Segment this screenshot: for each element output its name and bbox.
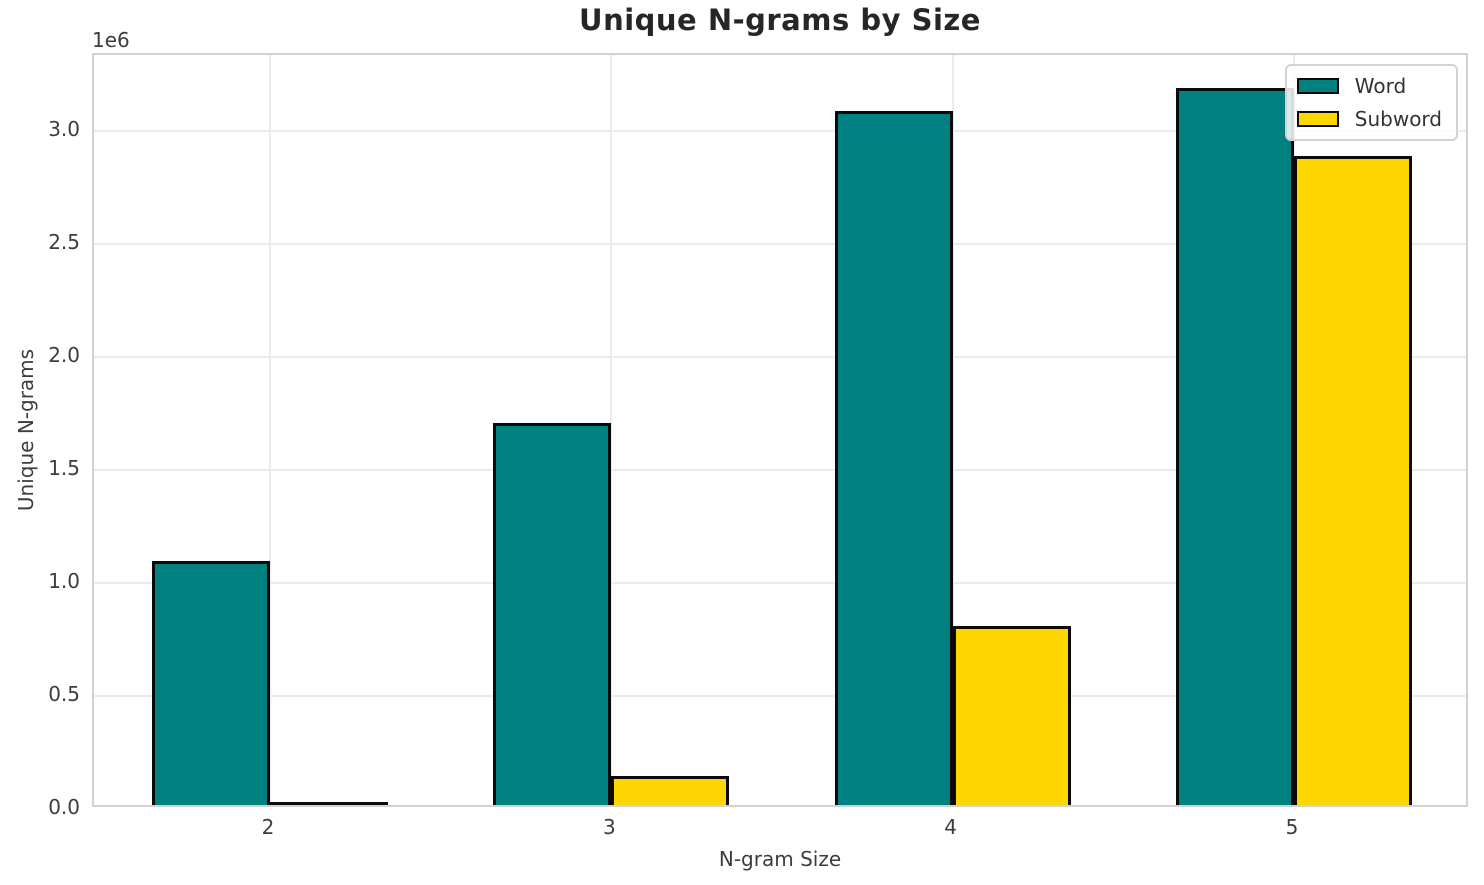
legend-row-word: Word [1296,74,1442,98]
v-gridline [269,55,271,805]
legend-label-word: Word [1354,74,1407,98]
x-axis-label: N-gram Size [718,847,842,871]
bar-subword-4 [952,626,1071,805]
plot-area: Word Subword [92,53,1468,807]
x-tick-label: 4 [944,815,958,839]
y-axis-label: Unique N-grams [14,348,38,512]
bar-word-2 [152,560,270,805]
chart-title: Unique N-grams by Size [579,3,981,37]
bar-word-3 [493,422,612,805]
h-gridline [94,242,1466,245]
x-tick-label: 3 [602,815,616,839]
h-gridline [94,694,1466,697]
bar-subword-3 [611,775,730,805]
y-tick-label: 2.0 [48,342,80,367]
legend-swatch-word [1296,78,1339,94]
h-gridline [94,129,1466,132]
bar-subword-5 [1294,156,1412,805]
y-tick-label: 1.0 [48,568,80,593]
h-gridline [94,581,1466,584]
y-axis-offset-label: 1e6 [92,28,130,52]
bar-subword-2 [270,801,388,805]
v-gridline [951,55,954,805]
v-gridline [610,55,613,805]
y-tick-label: 3.0 [48,116,80,141]
y-tick-label: 0.0 [48,795,80,819]
legend-row-subword: Subword [1296,107,1442,131]
y-tick-label: 1.5 [48,455,80,480]
legend-label-subword: Subword [1354,107,1442,131]
bar-word-4 [834,110,953,805]
y-tick-label: 2.5 [48,229,80,254]
h-gridline [94,355,1466,358]
y-tick-label: 0.5 [48,681,80,706]
legend: Word Subword [1284,64,1458,141]
x-tick-label: 5 [1285,815,1299,839]
bar-word-5 [1176,88,1294,805]
h-gridline [94,468,1466,471]
legend-swatch-subword [1296,111,1339,127]
x-tick-label: 2 [261,815,275,839]
